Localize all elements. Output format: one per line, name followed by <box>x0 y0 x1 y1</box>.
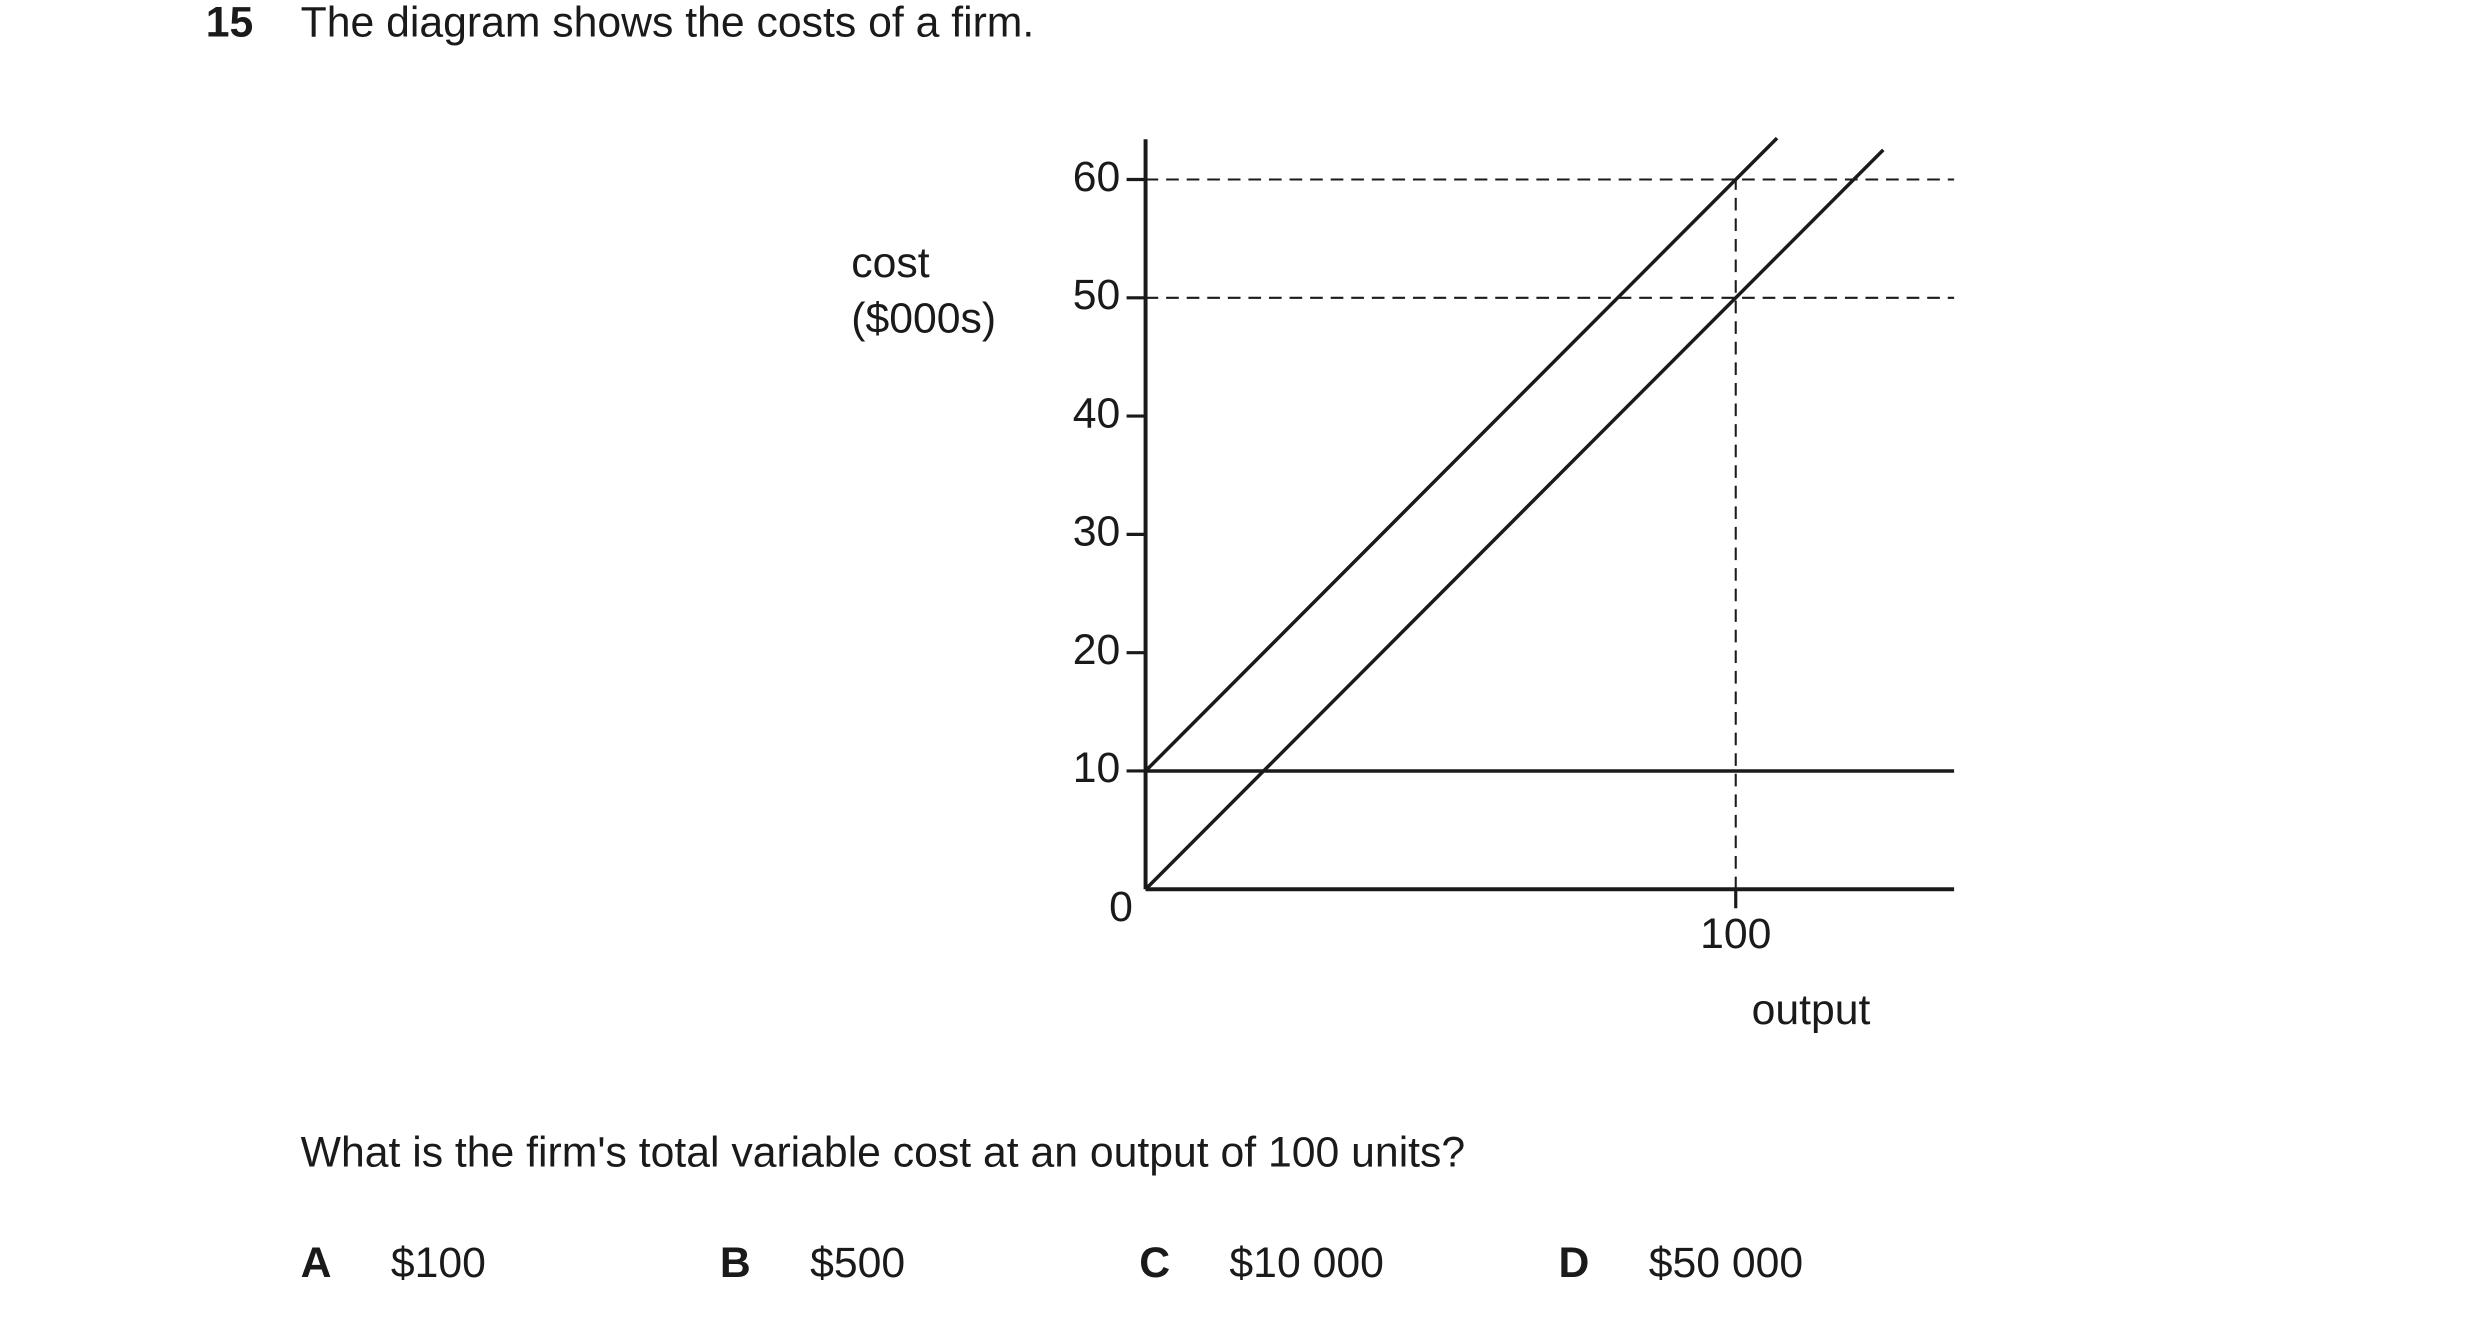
question-text: The diagram shows the costs of a firm. <box>301 0 1035 47</box>
y-tick-label: 50 <box>1073 271 1121 319</box>
prompt: What is the firm's total variable cost a… <box>301 1128 1466 1176</box>
option-text: $10 000 <box>1229 1239 1383 1287</box>
y-axis-label: cost <box>851 239 929 287</box>
y-tick-label: 0 <box>1109 883 1133 931</box>
y-tick-label: 10 <box>1073 744 1121 792</box>
options: A $100 B $500 C $10 000 D $50 000 <box>301 1239 1804 1287</box>
x-axis-label: output <box>1752 986 1871 1034</box>
option-letter: A <box>301 1239 332 1287</box>
y-tick-label: 60 <box>1073 153 1121 201</box>
y-tick-label: 30 <box>1073 508 1121 556</box>
option-text: $50 000 <box>1649 1239 1803 1287</box>
option-text: $100 <box>391 1239 486 1287</box>
x-tick-label: 100 <box>1700 910 1771 958</box>
y-tick-label: 40 <box>1073 389 1121 437</box>
y-tick-label: 20 <box>1073 626 1121 674</box>
question-number: 15 <box>206 0 254 47</box>
y-axis-label: ($000s) <box>851 295 996 343</box>
option-text: $500 <box>810 1239 905 1287</box>
option-letter: B <box>720 1239 751 1287</box>
cost-line <box>1144 148 1885 891</box>
option-letter: C <box>1139 1239 1170 1287</box>
chart: 0 10 20 30 40 50 60 100 <box>1073 136 1955 958</box>
cost-line <box>1144 136 1779 773</box>
option-letter: D <box>1559 1239 1590 1287</box>
